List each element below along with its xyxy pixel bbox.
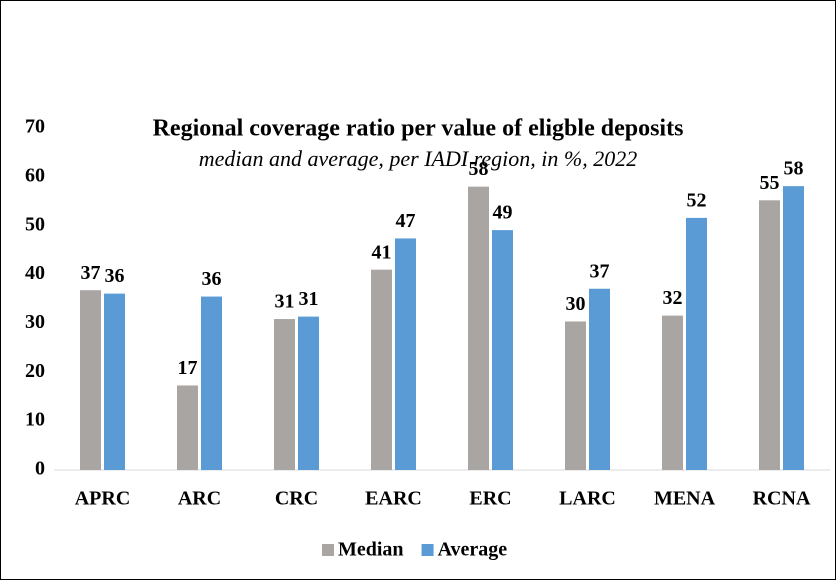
bar [589, 288, 610, 470]
value-label: 31 [275, 291, 295, 313]
value-label: 58 [469, 158, 489, 180]
x-tick-label: MENA [654, 488, 716, 510]
bar [565, 321, 586, 470]
bar [395, 238, 416, 470]
y-tick-label: 70 [25, 116, 45, 138]
bar [201, 296, 222, 470]
value-label: 52 [687, 189, 707, 211]
bar [80, 290, 101, 470]
x-tick-label: RCNA [753, 488, 811, 510]
legend-label: Median [338, 539, 404, 561]
value-label: 30 [566, 293, 586, 315]
x-tick-label: ARC [178, 488, 221, 510]
y-tick-label: 10 [25, 409, 45, 431]
x-tick-label: APRC [75, 488, 131, 510]
y-tick-label: 40 [25, 262, 45, 284]
y-tick-label: 30 [25, 311, 45, 333]
chart-subtitle: median and average, per IADI region, in … [199, 146, 638, 171]
bar [177, 385, 198, 470]
bar [104, 293, 125, 470]
value-label: 55 [760, 172, 780, 194]
bar [298, 316, 319, 470]
bar [783, 186, 804, 470]
value-label: 37 [590, 260, 610, 282]
value-label: 41 [372, 241, 392, 263]
bar [274, 319, 295, 470]
bar [492, 230, 513, 470]
x-tick-label: CRC [275, 488, 318, 510]
x-tick-label: ERC [469, 488, 511, 510]
bar [759, 200, 780, 470]
value-label: 36 [105, 265, 125, 287]
y-tick-label: 20 [25, 360, 45, 382]
value-label: 36 [202, 268, 222, 290]
value-label: 47 [396, 210, 416, 232]
y-tick-label: 0 [35, 458, 45, 480]
y-tick-label: 50 [25, 213, 45, 235]
bar [686, 217, 707, 470]
legend-swatch [322, 544, 334, 556]
bar [662, 315, 683, 470]
value-label: 17 [178, 357, 198, 379]
bar [371, 269, 392, 470]
x-tick-label: EARC [365, 488, 422, 510]
value-label: 49 [493, 202, 513, 224]
y-tick-label: 60 [25, 164, 45, 186]
value-label: 32 [663, 287, 683, 309]
x-tick-label: LARC [559, 488, 616, 510]
value-label: 31 [299, 288, 319, 310]
chart-title: Regional coverage ratio per value of eli… [153, 116, 684, 142]
legend-swatch [421, 544, 434, 556]
bar [468, 186, 489, 470]
value-label: 58 [784, 158, 804, 180]
legend-label: Average [438, 539, 508, 561]
value-label: 37 [81, 262, 101, 284]
